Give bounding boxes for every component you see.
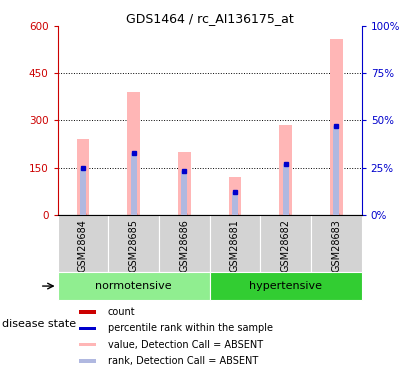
Bar: [76, 140, 89, 215]
Text: GSM28682: GSM28682: [281, 219, 291, 272]
Text: disease state: disease state: [2, 320, 76, 329]
Bar: [232, 192, 238, 215]
Bar: [79, 359, 95, 363]
Bar: [159, 215, 210, 272]
Bar: [229, 177, 241, 215]
Bar: [127, 92, 140, 215]
Title: GDS1464 / rc_AI136175_at: GDS1464 / rc_AI136175_at: [126, 12, 293, 25]
Text: GSM28684: GSM28684: [78, 219, 88, 272]
Bar: [311, 215, 362, 272]
Text: rank, Detection Call = ABSENT: rank, Detection Call = ABSENT: [108, 356, 258, 366]
Bar: [178, 152, 191, 215]
Text: value, Detection Call = ABSENT: value, Detection Call = ABSENT: [108, 340, 263, 350]
Bar: [58, 215, 108, 272]
Bar: [80, 168, 86, 215]
Bar: [283, 164, 289, 215]
Bar: [210, 272, 362, 300]
Text: GSM28685: GSM28685: [129, 219, 139, 272]
Text: GSM28681: GSM28681: [230, 219, 240, 272]
Bar: [131, 153, 136, 215]
Text: count: count: [108, 307, 135, 317]
Text: hypertensive: hypertensive: [249, 281, 322, 291]
Text: percentile rank within the sample: percentile rank within the sample: [108, 324, 273, 333]
Bar: [79, 343, 95, 346]
Bar: [333, 126, 339, 215]
Bar: [181, 171, 187, 215]
Bar: [79, 327, 95, 330]
Bar: [79, 310, 95, 314]
Text: normotensive: normotensive: [95, 281, 172, 291]
Bar: [279, 125, 292, 215]
Bar: [330, 39, 343, 215]
Text: GSM28683: GSM28683: [331, 219, 341, 272]
Bar: [210, 215, 260, 272]
Text: GSM28686: GSM28686: [179, 219, 189, 272]
Bar: [58, 272, 210, 300]
Bar: [108, 215, 159, 272]
Bar: [260, 215, 311, 272]
